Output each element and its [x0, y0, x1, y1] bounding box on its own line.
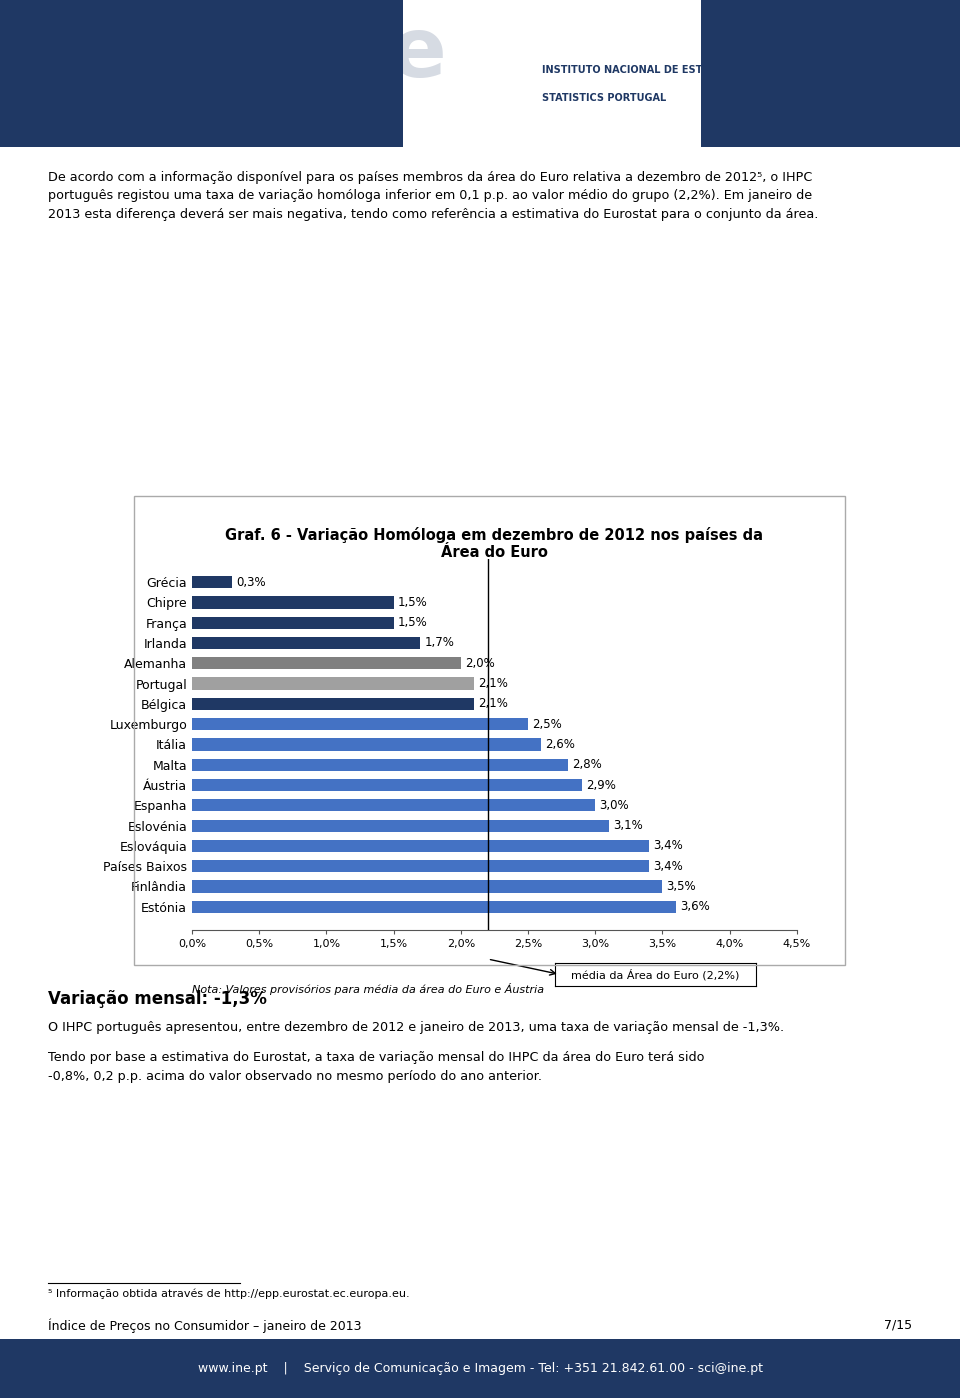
Bar [192, 860, 649, 872]
Text: Variação mensal: -1,3%: Variação mensal: -1,3% [48, 990, 267, 1008]
Text: 7/15: 7/15 [884, 1318, 912, 1331]
Text: 1,7%: 1,7% [424, 636, 454, 650]
Text: 2,6%: 2,6% [545, 738, 575, 751]
Text: 2,5%: 2,5% [532, 717, 562, 731]
Text: O IHPC português apresentou, entre dezembro de 2012 e janeiro de 2013, uma taxa : O IHPC português apresentou, entre dezem… [48, 1021, 784, 1033]
Bar [192, 617, 394, 629]
Text: 1,5%: 1,5% [397, 596, 427, 610]
Text: 3,6%: 3,6% [680, 900, 709, 913]
Text: 3,5%: 3,5% [666, 879, 696, 893]
Text: média da Área do Euro (2,2%): média da Área do Euro (2,2%) [571, 969, 740, 980]
Text: Graf. 6 - Variação Homóloga em dezembro de 2012 nos países da
Área do Euro: Graf. 6 - Variação Homóloga em dezembro … [226, 527, 763, 561]
Bar [192, 819, 609, 832]
Bar [192, 698, 474, 710]
Text: 2,0%: 2,0% [465, 657, 494, 670]
Text: 1,5%: 1,5% [397, 617, 427, 629]
Text: STATISTICS PORTUGAL: STATISTICS PORTUGAL [542, 92, 666, 103]
Bar [192, 678, 474, 689]
Text: 3,4%: 3,4% [653, 860, 683, 872]
Bar [192, 719, 528, 730]
Text: 3,1%: 3,1% [612, 819, 642, 832]
Text: 2,1%: 2,1% [478, 698, 508, 710]
Text: informação à comunicação social: informação à comunicação social [19, 133, 215, 147]
Bar [192, 576, 232, 589]
Bar [192, 779, 582, 791]
Text: 2,1%: 2,1% [478, 677, 508, 691]
Text: 0,3%: 0,3% [236, 576, 266, 589]
Text: 2,9%: 2,9% [586, 779, 615, 791]
Bar [192, 800, 595, 811]
Text: 2,8%: 2,8% [572, 758, 602, 772]
Bar [192, 657, 461, 670]
Bar [192, 738, 541, 751]
Bar [192, 759, 568, 770]
Text: ⁵ Informação obtida através de http://epp.eurostat.ec.europa.eu.: ⁵ Informação obtida através de http://ep… [48, 1289, 410, 1300]
Text: www.ine.pt    |    Serviço de Comunicação e Imagem - Tel: +351 21.842.61.00 - sc: www.ine.pt | Serviço de Comunicação e Im… [198, 1362, 762, 1376]
Text: 3,4%: 3,4% [653, 839, 683, 853]
Text: destaque: destaque [10, 13, 447, 94]
Text: INSTITUTO NACIONAL DE ESTATÍSTICA: INSTITUTO NACIONAL DE ESTATÍSTICA [542, 64, 751, 75]
Bar [192, 597, 394, 608]
Text: Nota: Valores provisórios para média da área do Euro e Áustria: Nota: Valores provisórios para média da … [192, 983, 544, 995]
Text: Tendo por base a estimativa do Eurostat, a taxa de variação mensal do IHPC da ár: Tendo por base a estimativa do Eurostat,… [48, 1051, 705, 1083]
Text: 3,0%: 3,0% [599, 798, 629, 812]
Bar [192, 900, 676, 913]
Bar [192, 637, 420, 649]
Bar [192, 881, 662, 892]
Text: Índice de Preços no Consumidor – janeiro de 2013: Índice de Preços no Consumidor – janeiro… [48, 1318, 362, 1332]
Bar [192, 840, 649, 851]
Text: De acordo com a informação disponível para os países membros da área do Euro rel: De acordo com a informação disponível pa… [48, 171, 818, 221]
